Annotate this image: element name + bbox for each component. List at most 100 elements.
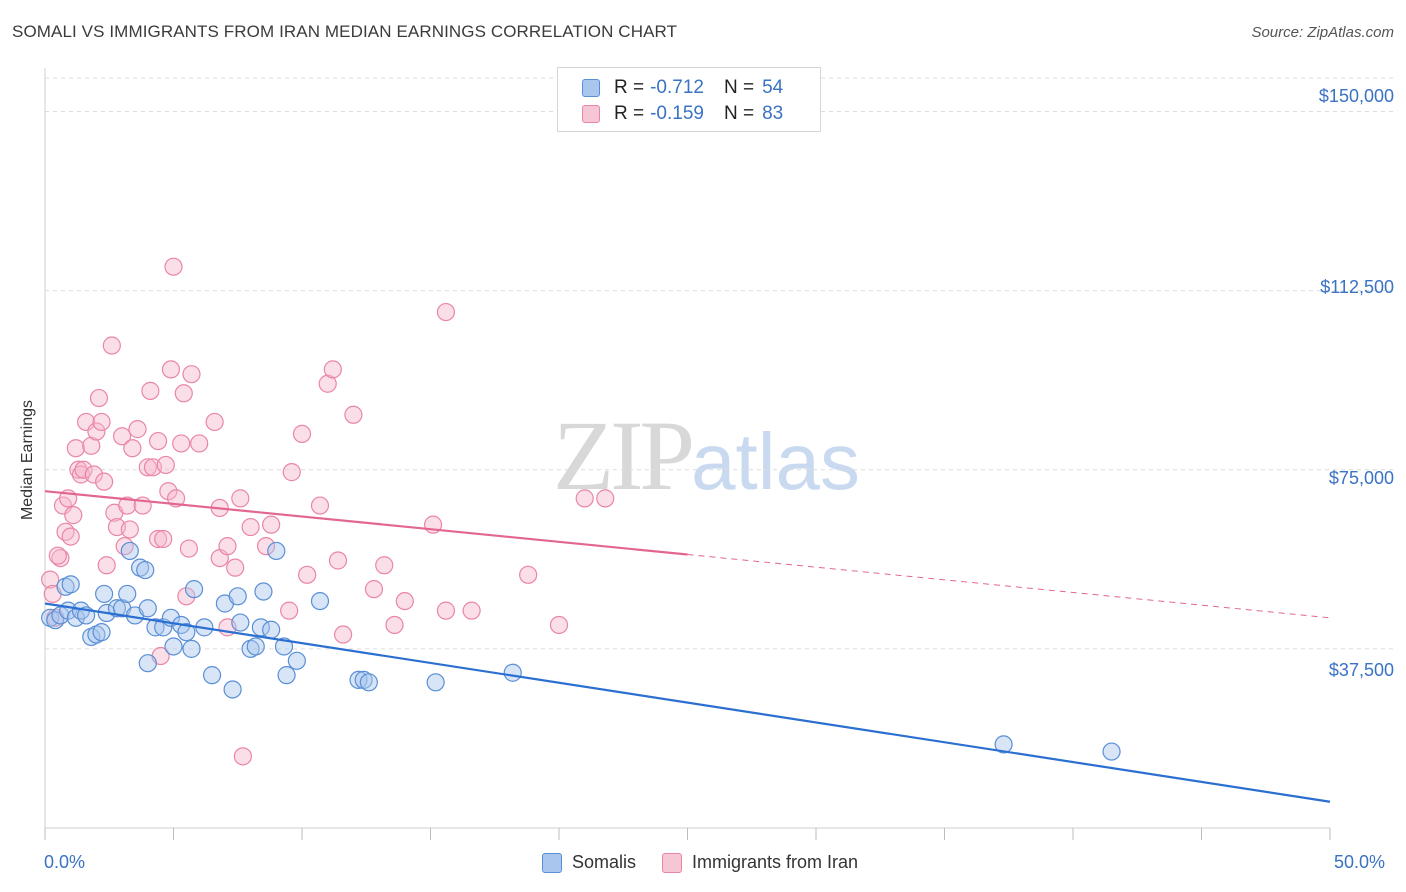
n-value: 54 xyxy=(762,77,784,98)
iran-point-27 xyxy=(118,496,137,515)
somali-point-33 xyxy=(228,587,247,606)
iran-point-80 xyxy=(596,489,615,508)
somali-point-41 xyxy=(267,541,286,561)
iran-point-9 xyxy=(64,506,83,525)
r-value: -0.159 xyxy=(650,103,704,124)
iran-point-65 xyxy=(323,360,342,379)
iran-point-10 xyxy=(66,439,85,458)
iran-point-33 xyxy=(141,381,160,400)
iran-point-78 xyxy=(549,615,569,635)
iran-point-62 xyxy=(298,565,317,584)
iran-point-20 xyxy=(95,472,114,491)
x-tick-label-min: 0.0% xyxy=(44,852,86,872)
iran-point-66 xyxy=(328,551,348,570)
iran-point-15 xyxy=(82,436,101,455)
iran-point-19 xyxy=(92,412,111,432)
somali-point-49 xyxy=(426,673,445,692)
iran-point-25 xyxy=(112,427,132,446)
series-legend: Somalis Immigrants from Iran xyxy=(542,852,884,873)
iran-point-39 xyxy=(156,455,175,475)
n-label: N = xyxy=(723,77,755,98)
y-tick-label-37500: $37,500 xyxy=(1328,660,1394,680)
somali-point-42 xyxy=(274,637,294,656)
somali-point-22 xyxy=(146,618,165,637)
n-label: N = xyxy=(723,103,755,124)
iran-trend-line-projection xyxy=(687,554,1331,619)
somali-point-51 xyxy=(994,735,1013,754)
somali-point-53 xyxy=(138,654,157,673)
iran-point-0 xyxy=(41,570,60,589)
somali-point-48 xyxy=(359,673,378,692)
legend-row-iran: R = -0.159 N = 83 xyxy=(582,102,783,126)
iran-point-53 xyxy=(226,558,245,577)
iran-point-55 xyxy=(233,747,252,766)
iran-legend-swatch xyxy=(662,852,683,873)
iran-point-16 xyxy=(84,465,103,484)
iran-point-54 xyxy=(231,489,250,508)
iran-point-76 xyxy=(462,601,481,620)
somali-point-13 xyxy=(95,584,114,604)
iran-point-13 xyxy=(74,460,93,479)
chart-title: SOMALI VS IMMIGRANTS FROM IRAN MEDIAN EA… xyxy=(12,22,678,41)
somali-point-34 xyxy=(223,680,242,699)
iran-point-48 xyxy=(182,365,201,384)
iran-point-28 xyxy=(120,520,139,539)
y-axis-label: Median Earnings xyxy=(19,399,36,521)
iran-point-30 xyxy=(128,420,147,439)
iran-point-8 xyxy=(61,527,80,546)
somali-point-44 xyxy=(287,651,306,670)
iran-point-29 xyxy=(123,439,142,458)
iran-point-41 xyxy=(161,360,181,379)
iran-point-40 xyxy=(159,482,178,501)
somali-point-40 xyxy=(262,620,281,639)
somali-point-31 xyxy=(202,666,222,685)
iran-point-50 xyxy=(205,412,224,432)
iran-point-58 xyxy=(262,515,281,534)
iran-point-17 xyxy=(87,422,106,441)
iran-point-36 xyxy=(148,431,168,451)
iran-point-46 xyxy=(177,587,196,606)
somali-point-5 xyxy=(61,575,80,594)
iran-point-22 xyxy=(102,336,121,355)
iran-point-18 xyxy=(89,388,109,408)
somali-point-28 xyxy=(182,639,201,658)
y-tick-label-150000: $150,000 xyxy=(1318,86,1394,106)
somali-trend-line xyxy=(44,602,1331,803)
iran-point-75 xyxy=(436,302,456,322)
legend-row-somalis: R = -0.712 N = 54 xyxy=(582,76,783,100)
somalis-swatch xyxy=(582,79,600,97)
somali-point-45 xyxy=(310,591,330,611)
iran-point-68 xyxy=(344,405,363,424)
iran-point-79 xyxy=(575,489,594,508)
chart-source: Source: ZipAtlas.com xyxy=(1251,24,1394,41)
iran-point-59 xyxy=(280,601,299,620)
iran-point-35 xyxy=(148,529,168,549)
somali-point-29 xyxy=(184,580,204,599)
somali-point-17 xyxy=(120,541,139,561)
correlation-legend: R = -0.712 N = 54 R = -0.159 N = 83 xyxy=(557,67,821,132)
iran-point-56 xyxy=(241,517,260,537)
somali-point-35 xyxy=(231,613,250,632)
iran-point-72 xyxy=(395,591,414,611)
iran-point-61 xyxy=(292,424,312,443)
y-tick-label-112500: $112,500 xyxy=(1320,277,1394,297)
iran-point-49 xyxy=(190,434,209,453)
legend-item-somalis[interactable]: Somalis xyxy=(542,852,636,873)
somali-point-11 xyxy=(92,623,111,642)
somali-point-27 xyxy=(177,623,196,642)
iran-point-57 xyxy=(256,537,276,556)
iran-point-60 xyxy=(282,463,301,482)
legend-label-somalis: Somalis xyxy=(572,852,637,872)
iran-point-32 xyxy=(138,458,157,477)
iran-trend-line xyxy=(44,490,688,556)
iran-point-42 xyxy=(164,257,183,276)
iran-point-21 xyxy=(97,556,116,575)
iran-point-3 xyxy=(51,548,70,568)
iran-point-44 xyxy=(172,434,191,453)
somali-point-16 xyxy=(118,584,137,604)
somali-point-39 xyxy=(254,582,273,601)
somali-point-14 xyxy=(107,599,127,618)
legend-item-iran[interactable]: Immigrants from Iran xyxy=(662,852,858,873)
somali-point-20 xyxy=(136,560,155,580)
